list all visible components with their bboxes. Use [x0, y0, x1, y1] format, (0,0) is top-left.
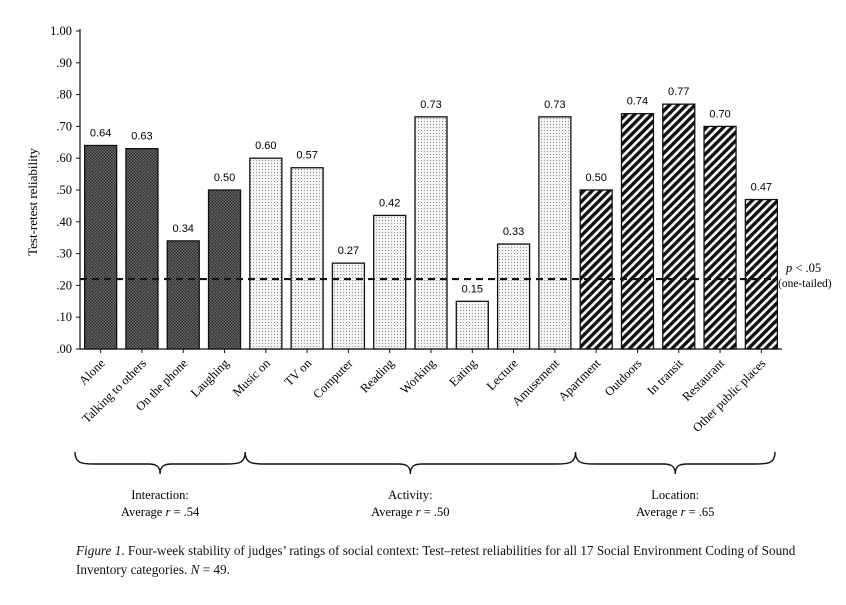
bar — [662, 103, 696, 350]
threshold-p-symbol: p — [785, 261, 792, 275]
value-label: 0.70 — [709, 108, 730, 120]
category-label: Alone — [76, 356, 108, 388]
threshold-label-sub: (one-tailed) — [778, 278, 832, 290]
group-average-label: Average — [121, 505, 166, 519]
value-label: 0.33 — [503, 226, 524, 238]
group-average-value: = .50 — [421, 505, 450, 519]
group-average: Average r = .50 — [371, 505, 449, 519]
group-average: Average r = .54 — [121, 505, 200, 519]
group-brace — [244, 451, 577, 475]
y-axis-title: Test-retest reliability — [25, 148, 40, 256]
group-name: Activity: — [388, 488, 432, 502]
y-tick-label: 1.00 — [50, 24, 72, 38]
group-braces: Interaction: Average r = .54 Activity: Aver… — [74, 451, 776, 519]
y-tick-label: .60 — [56, 151, 72, 165]
bar — [166, 240, 200, 350]
group-average-r: r — [681, 505, 686, 519]
bar — [414, 116, 448, 350]
value-label: 0.57 — [296, 150, 317, 162]
category-label: Outdoors — [602, 356, 645, 399]
value-label: 0.60 — [255, 140, 276, 152]
group-average-value: = .65 — [685, 505, 714, 519]
category-label: Eating — [446, 356, 480, 390]
bars — [83, 103, 779, 350]
value-label: 0.47 — [751, 182, 772, 194]
value-label: 0.74 — [627, 96, 648, 108]
figure-label: Figure 1 — [76, 543, 122, 558]
group-name: Interaction: — [131, 488, 189, 502]
bar — [579, 189, 613, 350]
bar — [207, 189, 242, 350]
value-label: 0.42 — [379, 197, 400, 209]
group-average-label: Average — [371, 505, 416, 519]
y-tick-label: .10 — [56, 310, 72, 324]
category-label: Laughing — [188, 356, 232, 400]
y-tick-label: .30 — [56, 247, 72, 261]
value-label: 0.73 — [420, 99, 441, 111]
bar — [538, 116, 572, 350]
bar — [83, 144, 118, 350]
group-average-r: r — [416, 505, 421, 519]
value-label: 0.63 — [131, 131, 152, 143]
y-tick-label: .50 — [56, 183, 72, 197]
value-label: 0.15 — [462, 283, 483, 295]
bar — [744, 198, 779, 350]
value-label: 0.50 — [585, 172, 606, 184]
y-tick-label: .20 — [56, 278, 72, 292]
value-label: 0.27 — [338, 245, 359, 257]
group-average-value: = .54 — [170, 505, 200, 519]
bar — [125, 148, 159, 350]
category-label: Computer — [310, 356, 356, 402]
group-average-r: r — [165, 505, 170, 519]
bar — [703, 125, 737, 350]
y-tick-label: .80 — [56, 88, 72, 102]
y-tick-label: .90 — [56, 56, 72, 70]
category-label: Lecture — [484, 356, 521, 393]
bar — [620, 113, 655, 350]
bar — [373, 214, 407, 350]
value-labels: 0.64 0.63 0.34 0.50 0.60 0.57 0.27 0.42 0.73 0.15… — [90, 86, 772, 295]
value-label: 0.64 — [90, 127, 111, 139]
threshold-p-value: < .05 — [792, 261, 821, 275]
value-label: 0.34 — [173, 223, 194, 235]
group-name: Location: — [651, 488, 699, 502]
category-label: Other public places — [690, 356, 769, 435]
group-average-label: Average — [636, 505, 681, 519]
bar — [496, 243, 531, 350]
category-label: In transit — [644, 356, 686, 398]
y-tick-label: .40 — [56, 215, 72, 229]
bar — [249, 157, 283, 350]
category-label: Music on — [230, 356, 274, 400]
caption-n-value: = 49. — [199, 562, 230, 577]
value-label: 0.50 — [214, 172, 235, 184]
bar — [290, 167, 324, 350]
value-label: 0.73 — [544, 99, 565, 111]
caption-n-variable: N — [190, 562, 200, 577]
category-label: Working — [398, 356, 439, 397]
figure-caption: Figure 1. Four-week stability of judges’… — [76, 541, 816, 579]
y-tick-label: .00 — [56, 342, 72, 356]
y-tick-label: .70 — [56, 119, 72, 133]
threshold: p < .05 (one-tailed) — [80, 261, 832, 290]
value-label: 0.77 — [668, 86, 689, 98]
category-label: Reading — [357, 356, 397, 396]
category-label: Apartment — [556, 356, 604, 404]
group-brace — [574, 451, 776, 475]
caption-text: . Four-week stability of judges’ ratings… — [76, 543, 796, 577]
threshold-label-main: p < .05 — [785, 261, 821, 275]
bar — [455, 300, 489, 350]
group-average: Average r = .65 — [636, 505, 714, 519]
category-label: TV on — [282, 356, 315, 389]
bar — [331, 262, 366, 350]
bar-chart: .00 .10 .20 .30 .40 .50 .60 .70 .80 .90 1.00 Test-r… — [25, 24, 832, 519]
group-brace — [74, 451, 246, 475]
